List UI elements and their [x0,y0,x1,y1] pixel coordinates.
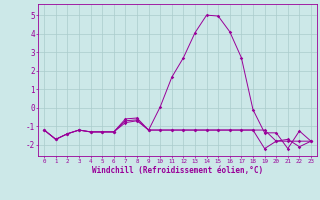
X-axis label: Windchill (Refroidissement éolien,°C): Windchill (Refroidissement éolien,°C) [92,166,263,175]
